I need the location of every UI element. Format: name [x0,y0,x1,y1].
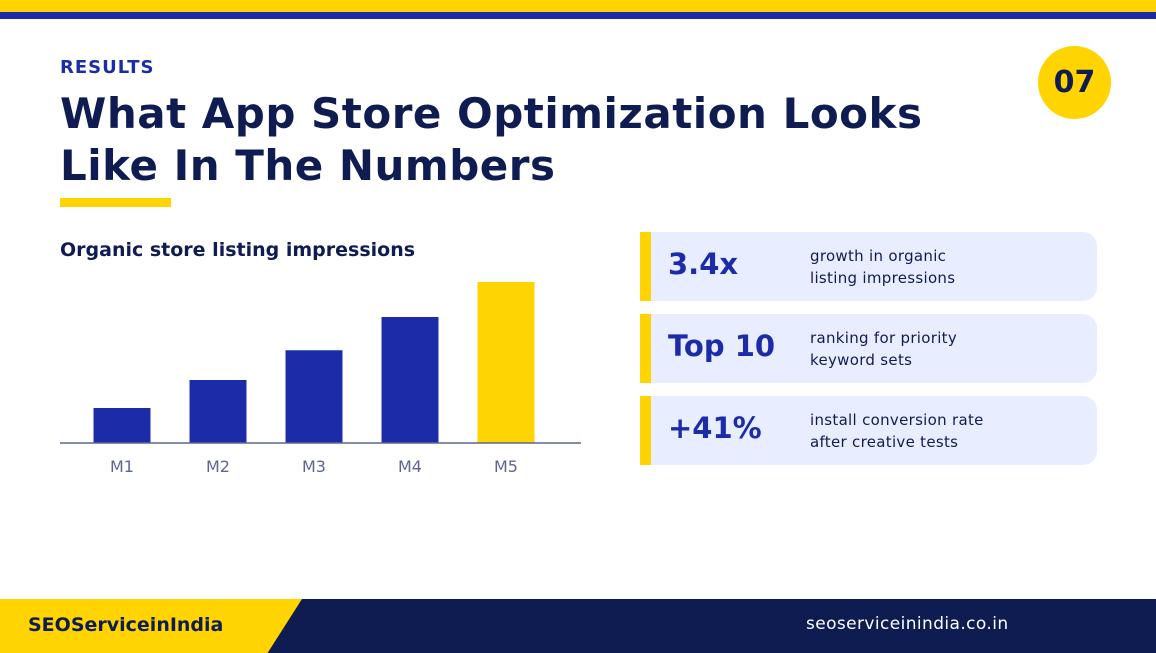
slide-title: What App Store Optimization Looks Like I… [60,89,923,190]
footer-brand-panel: SEOServiceinIndia [0,599,302,653]
bar-m4 [381,317,439,443]
stat-card-accent [640,396,651,465]
footer-bar: SEOServiceinIndia seoserviceinindia.co.i… [0,599,1156,653]
stat-card: Top 10 ranking for priority keyword sets [640,314,1097,383]
stat-card-accent [640,232,651,301]
brand-name: SEOServiceinIndia [28,614,224,636]
title-underline [60,198,171,207]
stat-description-line: listing impressions [810,269,956,287]
stat-description-line: keyword sets [810,351,913,369]
stat-value: Top 10 [668,329,776,363]
chart-title: Organic store listing impressions [60,239,416,261]
top-blue-stripe [0,12,1156,19]
x-tick-label: M3 [302,457,326,476]
website-link[interactable]: seoserviceinindia.co.in [806,614,1009,634]
bar-m5 [477,282,535,443]
stat-description-line: install conversion rate [810,411,984,429]
bar-m1 [93,408,151,443]
stat-description: install conversion rate after creative t… [810,409,1080,453]
stat-description-line: ranking for priority [810,329,958,347]
stat-card-accent [640,314,651,383]
stat-value: +41% [668,411,762,445]
bar-chart-svg: M1 M2 M3 M4 M5 [60,282,581,476]
x-tick-label: M2 [206,457,230,476]
stat-description-line: after creative tests [810,433,959,451]
bar-chart: M1 M2 M3 M4 M5 [50,270,595,485]
top-accent-stripe [0,0,1156,12]
x-tick-label: M4 [398,457,422,476]
slide-number-badge: 07 [1038,46,1111,119]
bar-m2 [189,380,247,443]
bar-m3 [285,350,343,443]
stat-card: +41% install conversion rate after creat… [640,396,1097,465]
section-eyebrow: RESULTS [60,57,155,78]
stat-description: ranking for priority keyword sets [810,327,1080,371]
x-tick-label: M5 [494,457,518,476]
stat-value: 3.4x [668,247,739,281]
stat-card: 3.4x growth in organic listing impressio… [640,232,1097,301]
x-tick-label: M1 [110,457,134,476]
stat-description-line: growth in organic [810,247,947,265]
stat-description: growth in organic listing impressions [810,245,1080,289]
